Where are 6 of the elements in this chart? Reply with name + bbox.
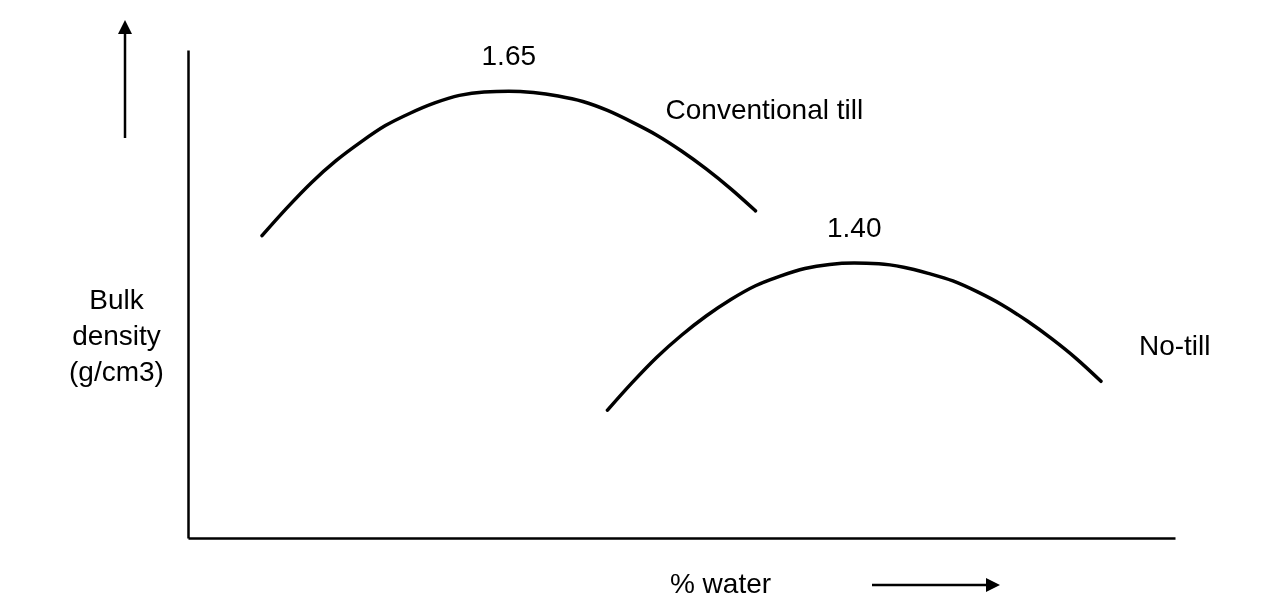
- data-label: 1.40: [826, 212, 882, 244]
- series-label: Conventional till: [665, 93, 864, 125]
- x-axis-title: % water: [669, 567, 772, 599]
- y-axis-title: Bulk density (g/cm3): [69, 283, 164, 387]
- data-label: 1.65: [481, 40, 537, 72]
- series-label: No-till: [1138, 330, 1211, 362]
